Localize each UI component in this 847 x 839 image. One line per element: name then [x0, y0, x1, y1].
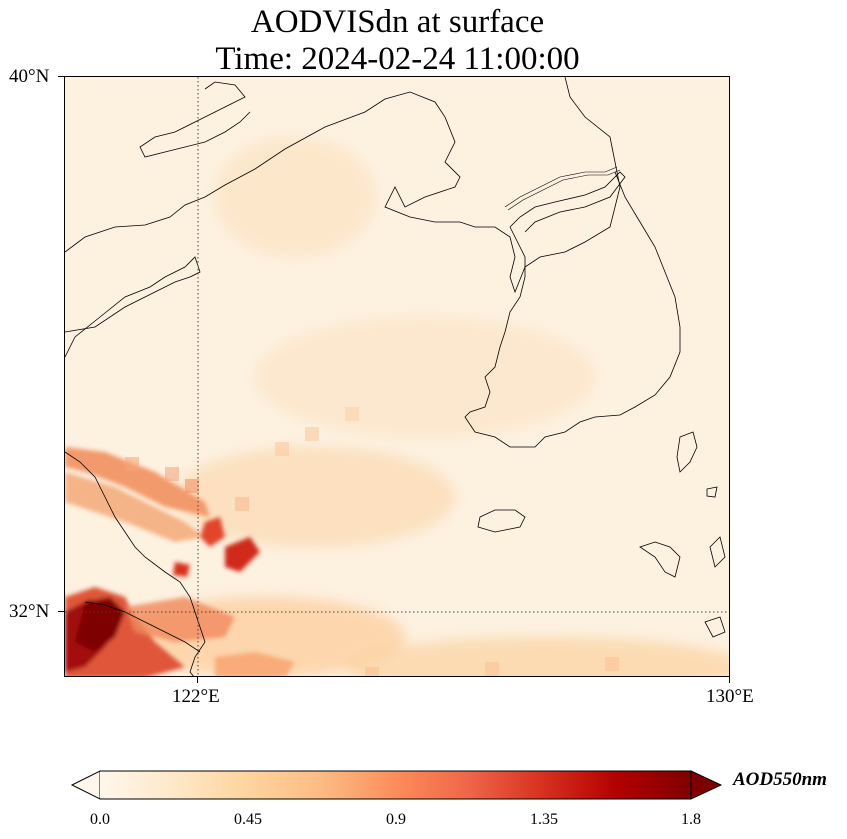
colorbar-tick-4: 1.8: [681, 811, 701, 828]
map-title: AODVISdn at surface: [250, 4, 545, 40]
colorbar-tick-0: 0.0: [90, 811, 110, 828]
x-tick-label-122e: 122°E: [172, 686, 220, 707]
aod-grid-cells: [125, 407, 619, 676]
coastlines: [65, 77, 726, 676]
aod-map-panel: [64, 76, 730, 677]
y-tick-label-40n: 40°N: [9, 66, 50, 87]
colorbar-svg: [70, 770, 723, 800]
map-gridlines: [65, 77, 729, 676]
colorbar-tick-3: 1.35: [530, 811, 558, 828]
aod-high-plume: [65, 447, 295, 676]
map-subtitle-time: Time: 2024-02-24 11:00:00: [215, 41, 580, 77]
aod-map-svg: [65, 77, 729, 676]
colorbar-label: AOD550nm: [733, 769, 827, 790]
colorbar-gradient: [100, 771, 691, 799]
aod-field-shading: [125, 137, 729, 676]
x-tick-label-130e: 130°E: [706, 686, 754, 707]
y-tick-32n: [58, 611, 64, 612]
x-tick-130e: [729, 677, 730, 683]
colorbar: [70, 769, 726, 810]
y-tick-40n: [58, 76, 64, 77]
y-tick-label-32n: 32°N: [9, 601, 50, 622]
colorbar-tick-2: 0.9: [386, 811, 406, 828]
x-tick-122e: [197, 677, 198, 683]
colorbar-extend-max: [690, 770, 723, 800]
colorbar-tick-1: 0.45: [234, 811, 262, 828]
colorbar-extend-min: [70, 770, 101, 800]
